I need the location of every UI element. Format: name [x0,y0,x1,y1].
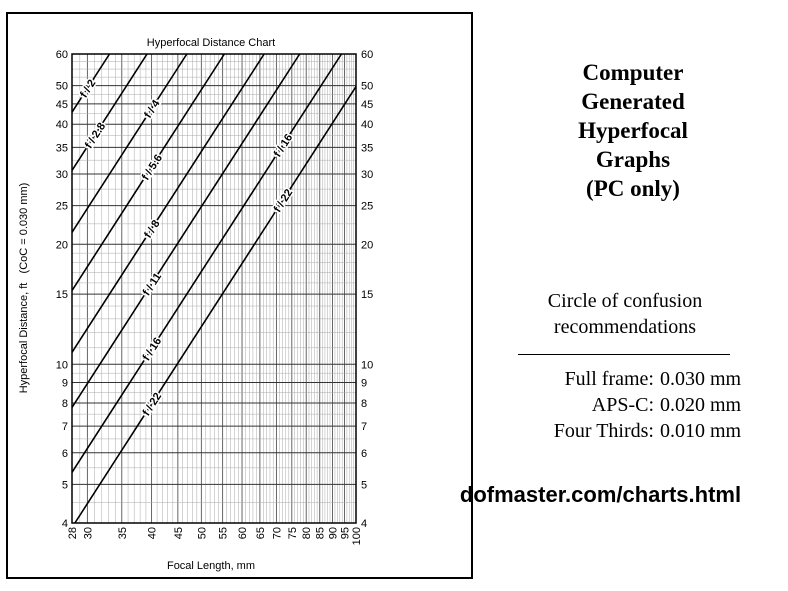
x-tick-label: 80 [301,527,313,539]
y-tick-label-left: 40 [56,119,68,131]
x-tick-label: 50 [196,527,208,539]
x-tick-label: 35 [117,527,129,539]
series-line [71,53,343,473]
y-tick-label-right: 40 [361,119,373,131]
hyperfocal-chart: Hyperfocal Distance Chart Focal Length, … [6,12,473,579]
y-tick-label-right: 60 [361,49,373,61]
y-tick-label-left: 25 [56,201,68,213]
y-tick-label-right: 35 [361,142,373,154]
y-tick-label-left: 9 [62,378,68,390]
y-tick-label-left: 45 [56,99,68,111]
y-tick-label-left: 30 [56,169,68,181]
coc-row: APS-C: 0.020 mm [480,392,764,418]
y-tick-label-left: 6 [62,448,68,460]
series-label: f / 8 [142,218,162,240]
chart-border [6,12,473,579]
x-tick-label: 100 [351,527,363,545]
x-tick-label: 95 [340,527,352,539]
series-labels: f / 2f / 2.8f / 4f / 5.6f / 8f / 11f / 1… [77,76,297,420]
series-line [74,86,357,524]
y-tick-label-left: 7 [62,421,68,433]
coc-divider [518,354,730,355]
series-label: f / 16 [141,336,165,364]
series-line [71,53,188,233]
headline-line: Hyperfocal [578,118,688,143]
y-tick-label-left: 20 [56,239,68,251]
y-tick-label-right: 25 [361,201,373,213]
y-tick-label-left: 8 [62,398,68,410]
x-tick-label: 90 [327,527,339,539]
coc-title-line: Circle of confusion [547,290,703,312]
y-tick-label-right: 50 [361,81,373,93]
y-tick-label-left: 4 [62,518,68,530]
x-tick-label: 30 [82,527,94,539]
site-url-link[interactable]: dofmaster.com/charts.html [459,482,742,507]
x-tick-label: 65 [255,527,267,539]
coc-list: Full frame: 0.030 mm APS-C: 0.020 mm Four … [480,366,764,444]
y-tick-label-right: 10 [361,359,373,371]
y-axis-label: Hyperfocal Distance, ft (CoC = 0.030 mm) [18,183,30,394]
y-tick-label-left: 60 [56,49,68,61]
series-label: f / 4 [142,97,163,120]
series-label: f / 5.6 [140,152,165,182]
y-tick-label-right: 4 [361,518,367,530]
coc-row: Four Thirds: 0.010 mm [480,418,764,444]
coc-title: Circle of confusion recommendations [500,288,750,340]
grid [71,53,357,524]
series-line [71,53,148,171]
x-tick-label: 55 [218,527,230,539]
y-tick-label-right: 9 [361,378,367,390]
x-tick-label: 75 [287,527,299,539]
x-tick-label: 40 [147,527,159,539]
plot-area-border [71,53,357,524]
x-axis-label: Focal Length, mm [167,560,255,572]
coc-row: Full frame: 0.030 mm [480,366,764,392]
headline: Computer Generated Hyperfocal Graphs (PC… [520,58,746,203]
series-label: f / 2.8 [83,121,108,151]
coc-label: APS-C: [591,394,654,416]
series-line [71,53,226,291]
headline-line: Generated [581,89,685,114]
y-tick-label-left: 5 [62,479,68,491]
x-tick-label: 85 [315,527,327,539]
headline-line: Graphs [595,147,671,172]
y-tick-label-right: 45 [361,99,373,111]
x-tick-label: 28 [67,527,79,539]
y-tick-label-right: 6 [361,448,367,460]
coc-label: Full frame: [564,368,654,390]
y-tick-label-right: 15 [361,289,373,301]
x-tick-label: 60 [237,527,249,539]
coc-title-line: recommendations [553,316,697,338]
y-tick-label-right: 7 [361,421,367,433]
coc-value: 0.030 mm [660,368,742,390]
coc-value: 0.010 mm [660,420,742,442]
y-tick-label-left: 35 [56,142,68,154]
y-tick-label-left: 10 [56,359,68,371]
y-tick-label-right: 20 [361,239,373,251]
series-line [71,53,301,408]
y-tick-label-right: 8 [361,398,367,410]
y-tick-label-right: 30 [361,169,373,181]
series-line [71,53,265,353]
series-lines [71,53,357,524]
x-tick-label: 70 [271,527,283,539]
series-line [71,53,111,113]
y-tick-label-left: 50 [56,81,68,93]
coc-label: Four Thirds: [553,420,654,442]
series-label: f / 2 [78,78,98,100]
coc-value: 0.020 mm [660,394,742,416]
chart-title: Hyperfocal Distance Chart [147,37,275,49]
headline-line: (PC only) [586,176,680,201]
x-tick-label: 45 [173,527,185,539]
y-tick-label-right: 5 [361,479,367,491]
headline-line: Computer [582,60,684,85]
y-tick-label-left: 15 [56,289,68,301]
